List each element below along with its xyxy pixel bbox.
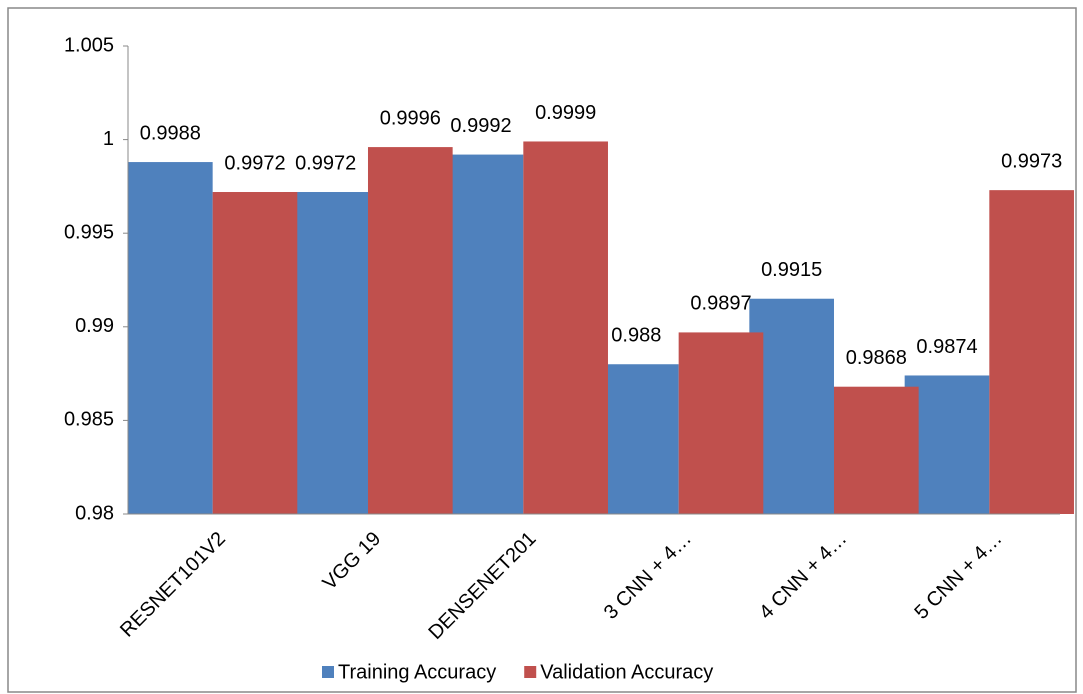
data-label: 0.9897 [690, 293, 751, 315]
bar [989, 190, 1074, 515]
data-label: 0.9972 [224, 152, 285, 174]
legend-label: Validation Accuracy [540, 661, 713, 683]
bar [833, 386, 919, 514]
data-label: 0.9988 [140, 122, 201, 144]
legend-swatch [524, 666, 537, 678]
bar [438, 154, 524, 515]
legend-label: Training Accuracy [338, 661, 496, 683]
data-label: 0.9874 [916, 336, 977, 358]
bar [128, 162, 213, 514]
data-label: 0.9992 [450, 115, 511, 137]
y-tick-label: 0.995 [64, 221, 114, 243]
data-label: 0.9999 [535, 102, 596, 124]
bar [594, 364, 679, 514]
data-label: 0.9868 [846, 347, 907, 369]
data-label: 0.9973 [1001, 150, 1062, 172]
data-label: 0.9972 [295, 152, 356, 174]
y-tick-label: 0.985 [64, 409, 114, 431]
bar [904, 375, 990, 514]
y-tick-label: 1.005 [64, 34, 114, 56]
data-label: 0.9915 [761, 259, 822, 281]
bar [749, 298, 834, 514]
bar [367, 147, 453, 514]
data-label: 0.9996 [380, 107, 441, 129]
data-label: 0.988 [611, 325, 661, 347]
bar [212, 192, 298, 515]
legend-swatch [322, 666, 334, 678]
y-tick-label: 0.98 [75, 502, 114, 524]
bar [283, 192, 368, 515]
bar [678, 332, 764, 514]
y-tick-label: 0.99 [75, 315, 114, 337]
y-tick-label: 1 [103, 128, 114, 150]
bar [523, 141, 608, 515]
